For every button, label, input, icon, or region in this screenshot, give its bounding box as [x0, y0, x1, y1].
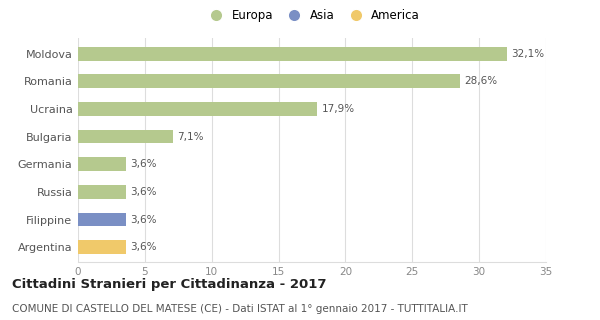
Text: 32,1%: 32,1% — [511, 49, 544, 59]
Bar — [78, 185, 126, 199]
Text: 3,6%: 3,6% — [130, 242, 157, 252]
Bar — [78, 74, 460, 88]
Text: Cittadini Stranieri per Cittadinanza - 2017: Cittadini Stranieri per Cittadinanza - 2… — [12, 278, 326, 292]
Text: 17,9%: 17,9% — [322, 104, 355, 114]
Text: 3,6%: 3,6% — [130, 159, 157, 169]
Bar — [78, 212, 126, 227]
Text: 3,6%: 3,6% — [130, 214, 157, 225]
Text: 28,6%: 28,6% — [464, 76, 497, 86]
Bar — [78, 157, 126, 171]
Text: 7,1%: 7,1% — [177, 132, 203, 141]
Bar — [78, 102, 317, 116]
Legend: Europa, Asia, America: Europa, Asia, America — [200, 4, 424, 27]
Bar — [78, 240, 126, 254]
Bar — [78, 47, 507, 60]
Text: COMUNE DI CASTELLO DEL MATESE (CE) - Dati ISTAT al 1° gennaio 2017 - TUTTITALIA.: COMUNE DI CASTELLO DEL MATESE (CE) - Dat… — [12, 304, 468, 314]
Bar — [78, 130, 173, 143]
Text: 3,6%: 3,6% — [130, 187, 157, 197]
